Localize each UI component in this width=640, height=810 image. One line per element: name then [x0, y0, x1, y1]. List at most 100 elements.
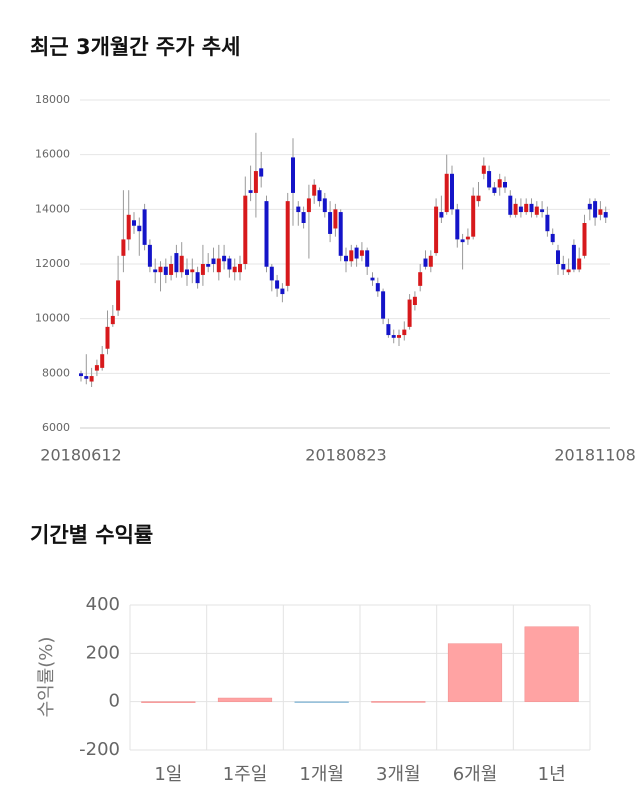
candle-body	[248, 190, 253, 193]
candle-body	[317, 190, 322, 202]
candle-body	[545, 214, 550, 232]
candle-body	[465, 236, 470, 240]
candle-body	[349, 250, 354, 262]
candle-body	[375, 283, 380, 292]
candle-body	[328, 212, 333, 234]
candle-body	[508, 195, 513, 215]
candle-body	[556, 250, 560, 264]
candle-body	[147, 244, 152, 267]
candle-body	[126, 214, 131, 240]
candle-body	[158, 266, 163, 273]
candle-body	[269, 266, 274, 281]
candle-body	[291, 157, 295, 193]
bar	[294, 701, 349, 703]
candle-body	[354, 247, 359, 259]
candle-body	[259, 168, 264, 177]
candle-body	[450, 173, 454, 210]
x-tick-label: 1년	[538, 764, 566, 785]
candle-body	[423, 258, 428, 267]
candle-body	[534, 206, 539, 215]
x-tick-label: 3개월	[376, 764, 421, 785]
candle-body	[110, 315, 115, 325]
bar	[447, 643, 503, 702]
candle-body	[211, 258, 216, 264]
candle-body	[487, 171, 492, 188]
candle-body	[306, 198, 311, 213]
candle-body	[418, 272, 423, 286]
y-tick-label: 16000	[35, 148, 70, 161]
candle-body	[386, 324, 391, 336]
chart-title: 기간별 수익률	[30, 523, 153, 547]
y-tick-label: 18000	[35, 93, 70, 106]
candle-body	[344, 255, 348, 262]
candle-body	[190, 269, 195, 273]
candle-body	[577, 258, 582, 270]
candle-body	[359, 250, 364, 256]
x-tick-label: 1주일	[223, 764, 268, 785]
candle-body	[153, 269, 158, 273]
candle-body	[105, 326, 110, 349]
candle-body	[476, 195, 481, 202]
candle-body	[200, 264, 205, 275]
candle-body	[513, 203, 518, 215]
candle-body	[264, 201, 269, 267]
x-tick-label: 1일	[154, 764, 182, 785]
candle-body	[550, 233, 555, 243]
candle-body	[503, 182, 507, 188]
y-tick-label: 0	[109, 691, 120, 712]
candle-body	[280, 288, 285, 295]
candle-body	[444, 173, 449, 213]
candle-body	[137, 225, 142, 232]
candle-body	[285, 201, 290, 286]
candle-body	[227, 258, 232, 270]
y-tick-label: 400	[86, 594, 120, 615]
candle-body	[455, 209, 460, 240]
candle-body	[460, 239, 465, 243]
y-tick-label: 8000	[42, 366, 70, 379]
candle-body	[407, 299, 412, 327]
candle-body	[232, 266, 237, 273]
candle-body	[598, 209, 603, 215]
candle-body	[333, 209, 338, 229]
candle-body	[121, 239, 126, 256]
candle-body	[253, 171, 258, 193]
y-tick-label: -200	[79, 739, 120, 760]
candle-body	[195, 272, 200, 284]
candle-body	[238, 264, 242, 273]
candle-body	[492, 187, 497, 193]
candle-body	[206, 264, 211, 267]
candle-body	[524, 203, 529, 213]
candle-body	[439, 212, 444, 218]
x-tick-label: 20180823	[305, 446, 386, 465]
x-tick-label: 1개월	[299, 764, 344, 785]
chart-title: 최근 3개월간 주가 추세	[30, 35, 240, 59]
candle-body	[296, 206, 301, 213]
candle-body	[116, 280, 121, 311]
candle-body	[571, 244, 576, 270]
candle-body	[471, 195, 476, 237]
candle-body	[179, 255, 184, 273]
candle-body	[312, 184, 317, 196]
y-tick-label: 10000	[35, 312, 70, 325]
candle-body	[381, 291, 386, 319]
candle-body	[603, 212, 608, 218]
candle-body	[561, 264, 566, 270]
candle-body	[185, 269, 189, 275]
candle-body	[391, 335, 396, 338]
candle-body	[365, 250, 370, 267]
bar	[141, 701, 196, 703]
candle-body	[497, 179, 502, 188]
candle-body	[370, 277, 375, 281]
candle-body	[132, 220, 136, 226]
candle-body	[338, 212, 343, 256]
candle-body	[593, 201, 598, 218]
x-tick-label: 20181108	[554, 446, 635, 465]
x-tick-label: 6개월	[453, 764, 498, 785]
candle-body	[566, 269, 571, 273]
candle-body	[275, 280, 280, 289]
candle-body	[163, 266, 168, 275]
candle-body	[428, 255, 433, 267]
candle-body	[481, 165, 486, 174]
